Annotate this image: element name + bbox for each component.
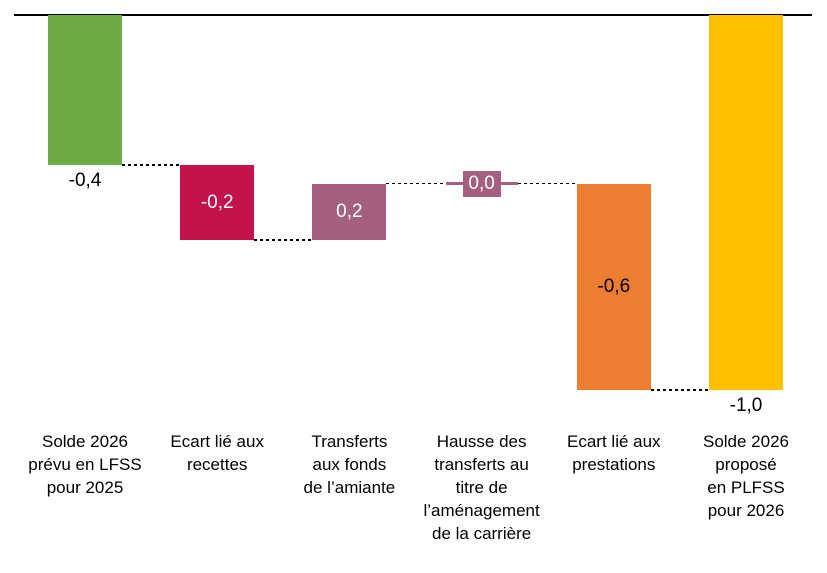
waterfall-bar: -0,6 bbox=[576, 183, 651, 390]
category-label-line: prévu en LFSS bbox=[28, 455, 142, 474]
category-label-line: proposé bbox=[715, 455, 777, 474]
category-label: Transferts aux fonds de l’amiante bbox=[274, 430, 424, 499]
waterfall-connector bbox=[122, 164, 181, 166]
waterfall-connector bbox=[254, 239, 313, 241]
category-label-line: de l’amiante bbox=[303, 478, 396, 497]
zero-axis-line bbox=[14, 14, 812, 16]
category-label-line: pour 2026 bbox=[707, 501, 785, 520]
category-label-line: pour 2025 bbox=[46, 478, 124, 497]
category-label-line: transferts au bbox=[434, 455, 529, 474]
waterfall-bar: -0,2 bbox=[180, 165, 255, 240]
waterfall-bar: 0,2 bbox=[312, 183, 387, 240]
bar-value-label: 0,0 bbox=[468, 172, 495, 194]
category-label-line: Transferts bbox=[311, 432, 388, 451]
waterfall-bar bbox=[48, 15, 122, 165]
category-label-line: aux fonds bbox=[312, 455, 387, 474]
bar-value-label: -1,0 bbox=[729, 395, 763, 416]
category-label-line: l’aménagement bbox=[423, 501, 540, 520]
category-label-line: prestations bbox=[572, 455, 656, 474]
bar-value-label: 0,2 bbox=[336, 200, 363, 222]
bar-value-label: -0,6 bbox=[597, 275, 631, 297]
category-label: Hausse des transferts au titre de l’aménage… bbox=[407, 430, 557, 545]
waterfall-connector bbox=[517, 182, 577, 185]
category-label-line: recettes bbox=[186, 455, 248, 474]
waterfall-connector bbox=[386, 182, 446, 185]
bar-value-label: -0,4 bbox=[68, 170, 102, 191]
category-label-line: Ecart lié aux bbox=[567, 432, 661, 451]
category-label: Solde 2026 prévu en LFSS pour 2025 bbox=[10, 430, 160, 499]
bar-value-label: -0,2 bbox=[200, 191, 234, 213]
category-label-line: Solde 2026 bbox=[702, 432, 790, 451]
category-label-line: titre de bbox=[455, 478, 508, 497]
category-label-line: de la carrière bbox=[431, 524, 532, 543]
category-label: Solde 2026 proposé en PLFSS pour 2026 bbox=[671, 430, 821, 522]
waterfall-bar bbox=[709, 15, 783, 390]
category-label: Ecart lié aux recettes bbox=[142, 430, 292, 476]
zero-marker-box: 0,0 bbox=[462, 170, 501, 197]
category-label-line: Hausse des bbox=[436, 432, 527, 451]
category-label-line: en PLFSS bbox=[707, 478, 785, 497]
category-label-line: Ecart lié aux bbox=[170, 432, 264, 451]
waterfall-connector bbox=[650, 389, 709, 391]
category-label: Ecart lié aux prestations bbox=[539, 430, 689, 476]
category-label-line: Solde 2026 bbox=[41, 432, 129, 451]
